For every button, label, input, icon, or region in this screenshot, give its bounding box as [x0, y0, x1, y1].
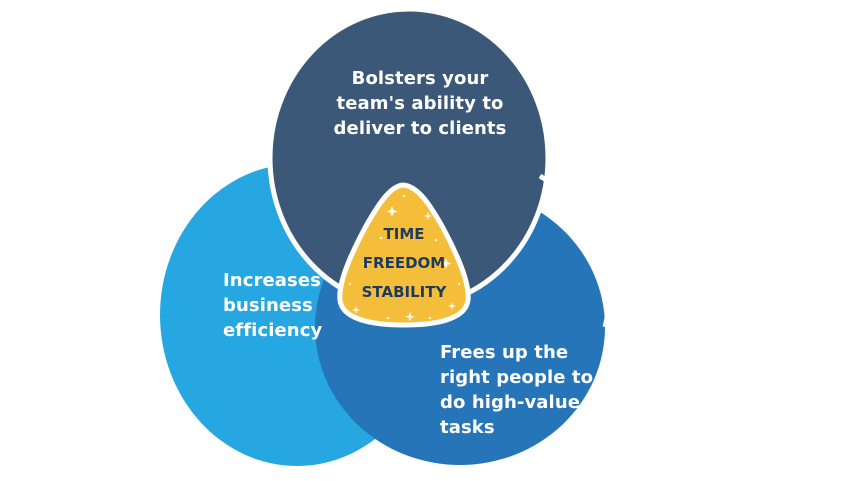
top-circle-label-line: deliver to clients	[333, 118, 507, 139]
left-circle-label: Increases business efficiency	[223, 268, 373, 343]
center-word-freedom: FREEDOM	[362, 254, 446, 272]
sparkle-icon	[352, 306, 360, 314]
sparkle-dot	[457, 282, 461, 286]
sparkle-icon	[386, 206, 398, 217]
right-circle-label-line: right people to	[440, 367, 594, 388]
left-circle-label-line: business	[223, 295, 313, 316]
right-circle-label-line: tasks	[440, 417, 495, 438]
right-circle-label-line: do high-value	[440, 392, 581, 413]
sparkle-dot	[434, 238, 438, 242]
top-circle	[270, 9, 548, 307]
sparkle-icon	[440, 258, 452, 269]
sparkle-icons	[348, 194, 461, 322]
left-circle-label-line: efficiency	[223, 320, 323, 341]
sparkle-icon	[424, 212, 432, 220]
right-circle-label-line: Frees up the	[440, 342, 569, 363]
top-circle-label-line: Bolsters your	[351, 68, 489, 89]
sparkle-dot	[379, 236, 383, 240]
sparkle-dot	[386, 316, 390, 320]
top-circle-label: Bolsters your team's ability to deliver …	[300, 66, 540, 141]
sparkle-dot	[402, 194, 406, 198]
top-circle-label-line: team's ability to	[336, 93, 504, 114]
center-word-time: TIME	[383, 225, 425, 243]
sparkle-icon	[405, 312, 415, 322]
center-label: TIME FREEDOM STABILITY	[345, 220, 463, 307]
center-triangle	[337, 182, 471, 328]
sparkle-dot	[428, 316, 432, 320]
sparkle-dot	[348, 282, 352, 286]
center-word-stability: STABILITY	[361, 283, 447, 301]
sparkle-icon	[362, 260, 370, 268]
sparkle-icon	[448, 302, 456, 310]
right-circle-edge	[538, 173, 612, 328]
left-circle-label-line: Increases	[223, 270, 321, 291]
right-circle-label: Frees up the right people to do high-val…	[440, 340, 620, 440]
